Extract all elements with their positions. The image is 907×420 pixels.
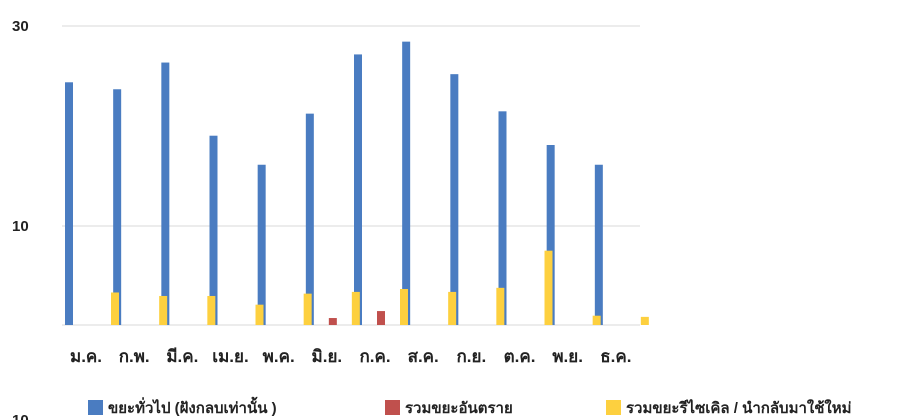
legend-label: ขยะทั่วไป (ฝังกลบเท่านั้น ) — [108, 396, 277, 417]
x-axis-categories: ม.ค. ก.พ. มี.ค. เม.ย. พ.ค. มิ.ย. ก.ค. ส.ค. ก.ย. ต… — [70, 346, 631, 366]
bar-3-ธ.ค. — [640, 316, 649, 325]
x-category-label: มิ.ย. — [312, 347, 343, 366]
bar-1-ต.ค. — [498, 111, 507, 326]
bar-3-ก.ค. — [400, 289, 408, 325]
bar-1-มิ.ย. — [305, 113, 314, 325]
x-category-label: ก.พ. — [119, 347, 150, 366]
y-tick-label: 10 — [12, 412, 29, 420]
bar-3-มิ.ย. — [351, 291, 360, 325]
bar-1-ก.ค. — [354, 54, 362, 326]
bar-3-มี.ค. — [207, 295, 216, 325]
bar-series — [65, 41, 649, 326]
gridlines — [62, 25, 640, 326]
bar-2-มิ.ย. — [328, 318, 337, 325]
bar-1-พ.ย. — [546, 145, 555, 325]
bar-3-ส.ค. — [448, 291, 457, 325]
x-category-label: ก.ค. — [359, 347, 390, 366]
bar-3-ต.ค. — [544, 250, 553, 325]
y-axis-ticks: 30 10 10 — [12, 18, 29, 420]
bar-3-ก.ย. — [496, 287, 505, 325]
bar-1-ม.ค. — [65, 82, 73, 326]
bar-3-ก.พ. — [159, 295, 168, 325]
legend-label: รวมขยะรีไซเคิล / นำกลับมาใช้ใหม่ — [626, 398, 852, 417]
x-category-label: ธ.ค. — [600, 347, 631, 366]
bar-1-ส.ค. — [402, 41, 411, 325]
bar-3-ม.ค. — [111, 292, 119, 325]
legend-label: รวมขยะอันตราย — [405, 400, 513, 417]
bar-3-เม.ย. — [255, 304, 264, 325]
bar-1-ก.ย. — [450, 74, 459, 326]
x-category-label: พ.ค. — [263, 347, 295, 366]
legend-swatch — [606, 400, 621, 415]
bar-3-พ.ค. — [303, 293, 312, 325]
bar-2-ก.ค. — [377, 311, 385, 325]
y-tick-label: 10 — [12, 218, 29, 235]
x-category-label: ก.ย. — [456, 347, 486, 366]
x-category-label: เม.ย. — [212, 347, 248, 366]
x-category-label: ส.ค. — [408, 347, 439, 366]
bar-1-เม.ย. — [209, 135, 218, 325]
y-tick-label: 30 — [12, 18, 29, 35]
legend-swatch — [88, 400, 103, 415]
legend-swatch — [385, 400, 400, 415]
x-category-label: ต.ค. — [504, 347, 536, 366]
bar-1-มี.ค. — [161, 62, 170, 325]
bar-1-ธ.ค. — [594, 164, 603, 325]
x-category-label: ม.ค. — [70, 347, 102, 366]
bar-1-พ.ค. — [257, 164, 266, 325]
bar-1-ก.พ. — [113, 89, 122, 326]
bar-3-พ.ย. — [592, 315, 601, 325]
x-category-label: พ.ย. — [552, 347, 583, 366]
legend: ขยะทั่วไป (ฝังกลบเท่านั้น ) รวมขยะอันตราย… — [88, 396, 852, 417]
x-category-label: มี.ค. — [166, 346, 198, 366]
